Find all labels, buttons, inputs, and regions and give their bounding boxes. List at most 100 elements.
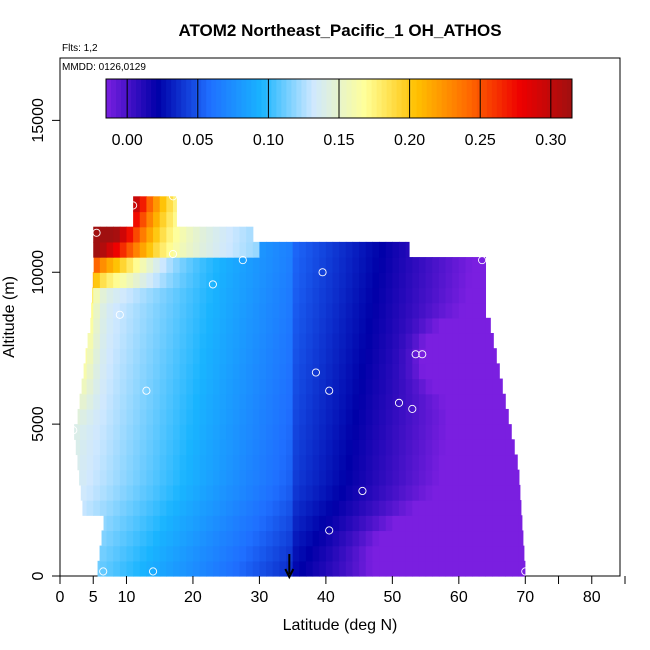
heatmap-cell [312, 272, 320, 289]
heatmap-cell [206, 439, 214, 456]
heatmap-cell [379, 302, 387, 319]
heatmap-cell [292, 515, 300, 532]
heatmap-cell [372, 348, 380, 364]
heatmap-cell [352, 484, 360, 501]
heatmap-cell [166, 333, 174, 349]
heatmap-cell [392, 241, 400, 258]
heatmap-cell [332, 272, 340, 289]
x-axis-label: Latitude (deg N) [283, 617, 398, 634]
heatmap-cell [246, 439, 254, 456]
x-tick-label: 0 [56, 589, 65, 606]
heatmap-cell [505, 515, 513, 532]
heatmap-cell [259, 272, 267, 289]
heatmap-cell [239, 302, 247, 319]
heatmap-cell [365, 378, 374, 395]
heatmap-cell [372, 408, 380, 425]
heatmap-cell [272, 424, 280, 440]
heatmap-cell [106, 469, 114, 486]
heatmap-cell [232, 439, 241, 456]
heatmap-cell [153, 424, 161, 440]
heatmap-cell [272, 272, 280, 289]
heatmap-cell [226, 257, 234, 273]
heatmap-cell [119, 424, 128, 440]
heatmap-cell [465, 363, 473, 380]
heatmap-cell [166, 560, 174, 577]
heatmap-cell [146, 226, 154, 243]
heatmap-cell [286, 530, 294, 547]
heatmap-cell [179, 287, 187, 304]
colorbar-segment [281, 79, 287, 118]
heatmap-cell [418, 515, 427, 532]
heatmap-cell [93, 393, 101, 410]
heatmap-cell [113, 560, 121, 577]
heatmap-cell [239, 484, 247, 501]
heatmap-cell [365, 333, 374, 349]
heatmap-cell [232, 287, 241, 304]
heatmap-cell [432, 439, 440, 456]
observation-point [208, 280, 217, 289]
heatmap-cell [372, 454, 380, 471]
heatmap-cell [192, 500, 201, 516]
heatmap-cell [272, 530, 280, 547]
heatmap-cell [339, 393, 347, 410]
heatmap-cell [93, 226, 101, 243]
heatmap-cell [252, 439, 261, 456]
observation-point [325, 386, 334, 395]
heatmap-cell [458, 515, 467, 532]
heatmap-cell [206, 530, 214, 547]
heatmap-cell [259, 378, 267, 395]
heatmap-cell [286, 484, 294, 501]
heatmap-cell [385, 287, 393, 304]
heatmap-cell [153, 439, 161, 456]
heatmap-cell [146, 363, 154, 380]
heatmap-cell [485, 333, 493, 349]
heatmap-cell [405, 424, 413, 440]
heatmap-cell [438, 484, 447, 501]
heatmap-cell [445, 560, 453, 577]
heatmap-cell [212, 408, 221, 425]
heatmap-cell [472, 530, 480, 547]
heatmap-cell [80, 484, 88, 501]
heatmap-cell [325, 560, 334, 577]
heatmap-cell [518, 545, 525, 562]
heatmap-cell [365, 515, 374, 532]
heatmap-cell [399, 348, 407, 364]
heatmap-cell [359, 348, 367, 364]
heatmap-cell [518, 484, 521, 501]
heatmap-cell [352, 439, 360, 456]
heatmap-cell [119, 545, 128, 562]
heatmap-cell [279, 454, 287, 471]
heatmap-cell [512, 469, 520, 486]
heatmap-cell [352, 333, 360, 349]
heatmap-cell [113, 317, 121, 334]
heatmap-cell [206, 484, 214, 501]
heatmap-cell [332, 545, 340, 562]
heatmap-cell [113, 530, 121, 547]
heatmap-cell [286, 302, 294, 319]
heatmap-cell [173, 515, 181, 532]
y-tick-label: 0 [30, 571, 47, 580]
heatmap-cell [286, 408, 294, 425]
heatmap-cell [458, 560, 467, 577]
heatmap-cell [192, 226, 201, 243]
heatmap-cell [173, 454, 181, 471]
heatmap-cell [93, 454, 101, 471]
heatmap-cell [345, 500, 354, 516]
reference-marker [284, 554, 295, 580]
heatmap-cell [159, 484, 167, 501]
heatmap-cell [74, 424, 81, 440]
observation-point [168, 249, 178, 259]
heatmap-cell [478, 287, 487, 304]
heatmap-cell [432, 454, 440, 471]
heatmap-cell [345, 272, 354, 289]
heatmap-cell [232, 408, 241, 425]
heatmap-cell [286, 454, 294, 471]
heatmap-cell [226, 333, 234, 349]
heatmap-cell [345, 317, 354, 334]
heatmap-cell [119, 560, 128, 577]
heatmap-cell [458, 287, 467, 304]
heatmap-cell [319, 378, 327, 395]
heatmap-cell [159, 560, 167, 577]
heatmap-cell [166, 408, 174, 425]
heatmap-cell [385, 500, 393, 516]
